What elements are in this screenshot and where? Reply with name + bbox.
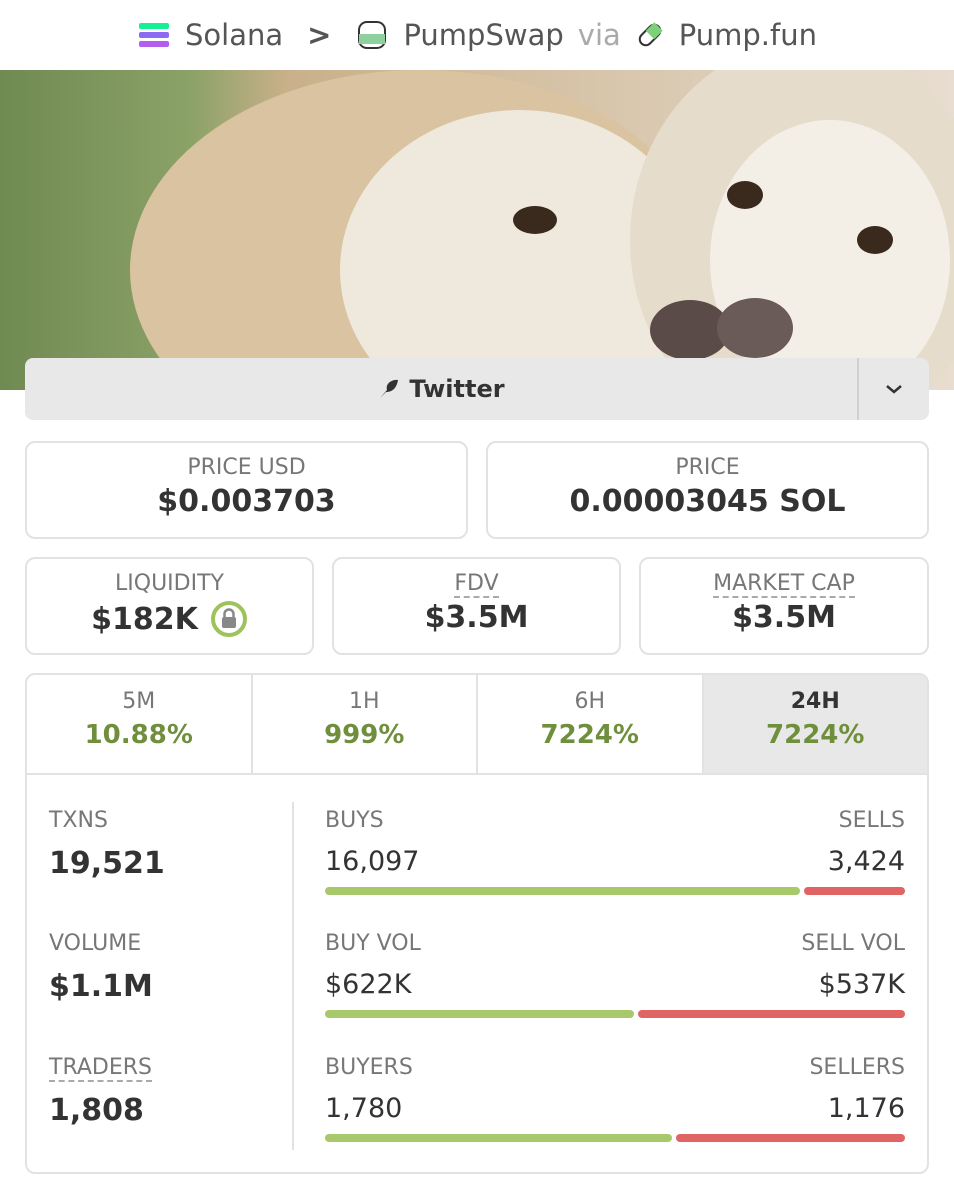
sell-label: SELL VOL bbox=[801, 931, 905, 956]
timeframe-tab[interactable]: 6H 7224% bbox=[476, 675, 702, 773]
buy-label: BUY VOL bbox=[325, 931, 421, 956]
buy-bar bbox=[325, 1010, 635, 1018]
metric-value: $182K bbox=[91, 601, 198, 637]
metric-label: FDV bbox=[454, 571, 499, 598]
buy-value: $622K bbox=[325, 969, 412, 1000]
chevron bbox=[886, 385, 902, 394]
feather-icon bbox=[380, 379, 399, 398]
sell-label: SELLS bbox=[838, 808, 905, 833]
sell-bar bbox=[803, 887, 905, 895]
divider bbox=[292, 802, 294, 1150]
timeframe-change: 7224% bbox=[540, 720, 639, 750]
breadcrumb: Solana > PumpSwap via Pump.fun bbox=[0, 0, 954, 70]
total-label: VOLUME bbox=[49, 931, 142, 956]
timeframe-change: 7224% bbox=[766, 720, 865, 750]
metric-card: LIQUIDITY $182K bbox=[25, 557, 314, 655]
lock-icon bbox=[210, 601, 247, 637]
pump-icon bbox=[638, 22, 663, 47]
timeframe-change: 10.88% bbox=[84, 720, 193, 750]
total-value: $1.1M bbox=[49, 969, 153, 1004]
metric-value: $3.5M bbox=[424, 600, 529, 635]
chain[interactable]: Solana bbox=[185, 18, 284, 52]
timeframe-tab[interactable]: 24H 7224% bbox=[701, 675, 927, 773]
twitter-button[interactable]: Twitter bbox=[25, 358, 929, 420]
metric-label: MARKET CAP bbox=[713, 571, 855, 598]
price-label: PRICE bbox=[675, 455, 740, 480]
timeframe-label: 6H bbox=[574, 689, 606, 714]
metric-label: LIQUIDITY bbox=[115, 571, 224, 596]
dex[interactable]: PumpSwap bbox=[403, 18, 564, 52]
dex-icon bbox=[358, 21, 387, 49]
stats-panel: 5M 10.88% 1H 999% 6H 7224% 24H 7224% TXNS 19,521… bbox=[25, 673, 929, 1174]
separator: > bbox=[307, 18, 332, 52]
sell-value: $537K bbox=[818, 969, 905, 1000]
metric-card: MARKET CAP $3.5M bbox=[639, 557, 929, 655]
timeframe-label: 5M bbox=[122, 689, 156, 714]
banner-image bbox=[0, 70, 954, 390]
total-label: TRADERS bbox=[49, 1055, 152, 1082]
price-label: PRICE USD bbox=[187, 455, 306, 480]
buy-bar bbox=[325, 1134, 672, 1142]
solana-icon bbox=[139, 23, 169, 47]
sell-bar bbox=[675, 1134, 905, 1142]
sell-bar bbox=[638, 1010, 905, 1018]
via: via bbox=[577, 18, 621, 52]
buy-value: 1,780 bbox=[325, 1093, 403, 1124]
timeframe-change: 999% bbox=[324, 720, 405, 750]
sell-value: 3,424 bbox=[827, 846, 905, 877]
metric-card: FDV $3.5M bbox=[332, 557, 621, 655]
timeframe-label: 1H bbox=[348, 689, 380, 714]
total-value: 1,808 bbox=[49, 1093, 144, 1128]
price-card: PRICE 0.00003045 SOL bbox=[486, 441, 929, 539]
buy-value: 16,097 bbox=[325, 846, 420, 877]
buy-bar bbox=[325, 887, 800, 895]
sell-value: 1,176 bbox=[827, 1093, 905, 1124]
timeframe-tab[interactable]: 1H 999% bbox=[250, 675, 477, 773]
more-button[interactable] bbox=[857, 358, 929, 420]
timeframe-tabs: 5M 10.88% 1H 999% 6H 7224% 24H 7224% bbox=[27, 675, 927, 775]
timeframe-tab[interactable]: 5M 10.88% bbox=[27, 675, 251, 773]
social-label: Twitter bbox=[409, 375, 505, 403]
price-value: $0.003703 bbox=[157, 484, 336, 519]
metric-value: $3.5M bbox=[732, 600, 836, 635]
price-card: PRICE USD $0.003703 bbox=[25, 441, 468, 539]
twitter-link[interactable]: Twitter bbox=[25, 358, 857, 420]
total-value: 19,521 bbox=[49, 846, 165, 881]
timeframe-label: 24H bbox=[790, 689, 840, 714]
sell-label: SELLERS bbox=[809, 1055, 905, 1080]
launchpad[interactable]: Pump.fun bbox=[678, 18, 817, 52]
buy-label: BUYS bbox=[325, 808, 384, 833]
total-label: TXNS bbox=[49, 808, 108, 833]
buy-label: BUYERS bbox=[325, 1055, 413, 1080]
price-value: 0.00003045 SOL bbox=[569, 484, 846, 519]
